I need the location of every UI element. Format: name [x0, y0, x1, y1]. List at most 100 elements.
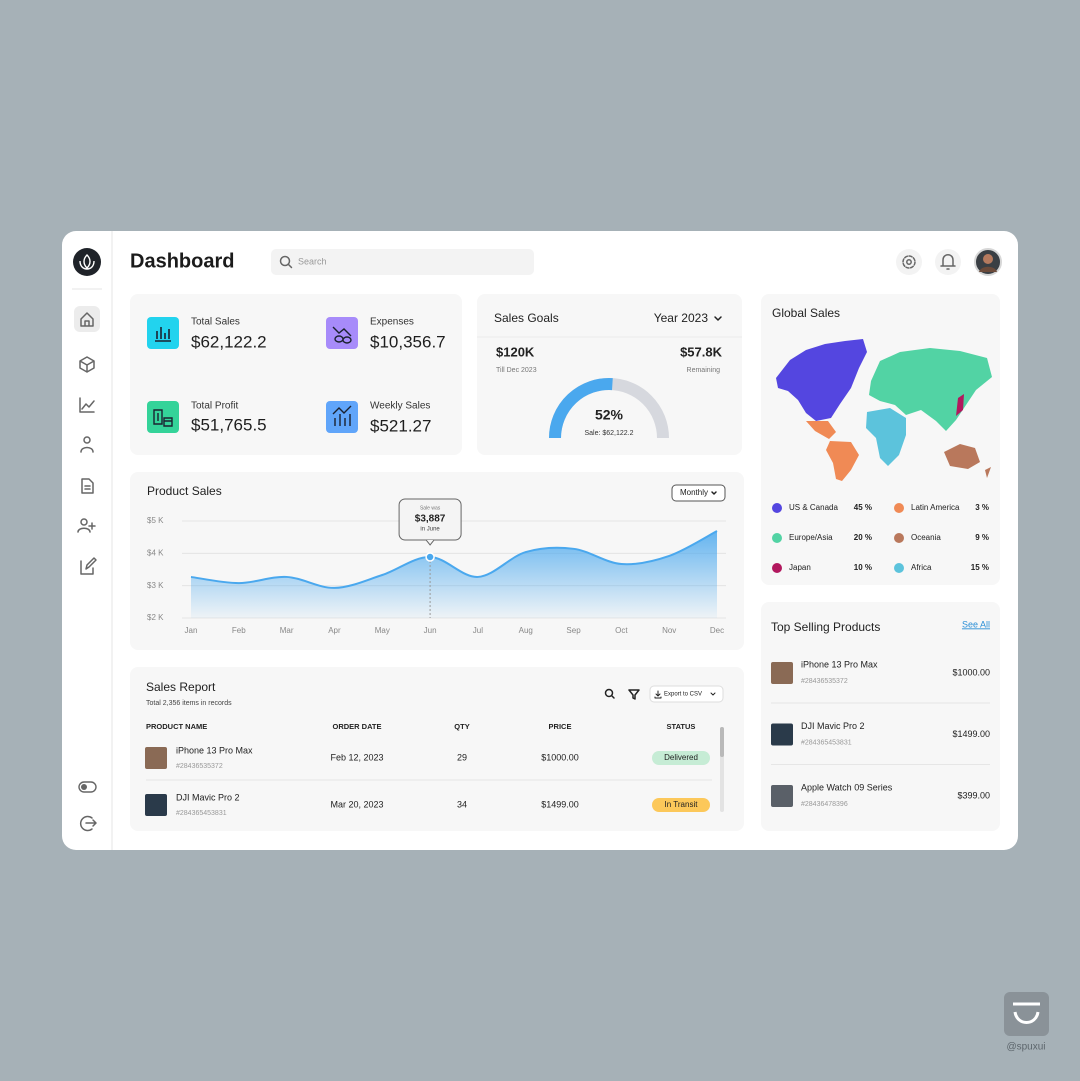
product-id: #28436478396	[801, 801, 848, 808]
line	[190, 530, 718, 589]
legend-share: 45 %	[854, 503, 872, 512]
product-id: #28436535372	[176, 763, 223, 770]
chart-title: Product Sales	[147, 484, 222, 498]
tooltip-value: $3,887	[415, 514, 446, 525]
nav-active-bg	[74, 306, 100, 332]
product-thumb	[771, 785, 793, 807]
logo[interactable]	[73, 248, 101, 276]
x-tick-label: Jun	[424, 626, 437, 635]
x-tick-label: Aug	[519, 626, 533, 635]
bell-icon	[940, 254, 956, 270]
export-button[interactable]	[649, 685, 724, 703]
price: $1499.00	[541, 799, 579, 809]
product-thumb	[771, 723, 793, 746]
stat-icon	[326, 317, 358, 349]
nav-edit[interactable]	[80, 557, 97, 575]
sales-report-panel	[130, 667, 744, 831]
legend-label: US & Canada	[789, 503, 838, 512]
stat-value: $51,765.5	[191, 415, 267, 434]
logo-mark	[79, 254, 95, 270]
world-map	[776, 339, 992, 481]
product-id: #28436535372	[801, 678, 848, 685]
status-pill	[652, 798, 710, 812]
legend-share: 20 %	[854, 533, 872, 542]
stat-value: $10,356.7	[370, 332, 446, 351]
settings-button[interactable]	[896, 249, 922, 275]
avatar-face	[983, 254, 993, 264]
product-price: $399.00	[957, 790, 990, 800]
nav-home[interactable]	[80, 312, 94, 327]
notifications-button[interactable]	[935, 249, 961, 275]
export-chevron	[710, 692, 716, 696]
status: In Transit	[665, 800, 699, 809]
product-name: DJI Mavic Pro 2	[176, 792, 240, 802]
product-thumb	[145, 794, 167, 816]
tooltip-month: in June	[420, 527, 440, 533]
legend-swatch	[894, 503, 904, 513]
map-region	[776, 339, 867, 421]
search-box[interactable]	[271, 249, 534, 275]
legend-swatch	[894, 563, 904, 573]
avatar-body	[979, 266, 997, 272]
watermark-glyph	[1013, 1002, 1040, 1024]
stat-label: Total Profit	[191, 401, 238, 412]
product-thumb	[145, 747, 167, 769]
region-legend: US & Canada 45 % Latin America 3 % Europe/As…	[772, 503, 989, 573]
column-header: PRICE	[549, 722, 572, 731]
page-title: Dashboard	[130, 250, 234, 272]
product-name: iPhone 13 Pro Max	[176, 745, 253, 755]
nav-products[interactable]	[79, 356, 95, 373]
panel-title: Sales Goals	[494, 311, 559, 325]
stat-label: Weekly Sales	[370, 401, 430, 412]
column-header: QTY	[454, 722, 469, 731]
map-region	[806, 421, 859, 481]
stat-icon	[326, 401, 358, 433]
filter-select[interactable]	[671, 484, 726, 502]
x-tick-label: Nov	[662, 626, 676, 635]
price: $1000.00	[541, 752, 579, 762]
nav-documents[interactable]	[81, 478, 94, 494]
table-filter[interactable]	[628, 689, 640, 700]
export-label: Export to CSV	[664, 692, 702, 698]
filter-label: Monthly	[680, 488, 708, 497]
x-tick-label: Sep	[566, 626, 581, 635]
period-select[interactable]: Year 2023	[654, 311, 709, 325]
goal-target: $120K	[496, 344, 535, 359]
legend-label: Oceania	[911, 533, 941, 542]
theme-toggle[interactable]	[78, 781, 97, 793]
export-icon	[654, 690, 662, 699]
nav-analytics[interactable]	[79, 397, 95, 413]
toggle-knob	[81, 784, 87, 790]
scroll-thumb[interactable]	[720, 727, 724, 757]
legend-swatch	[772, 503, 782, 513]
watermark-logo	[1004, 992, 1049, 1036]
x-tick-label: Mar	[280, 626, 294, 635]
legend-label: Latin America	[911, 503, 960, 512]
legend-label: Africa	[911, 563, 932, 572]
nav-users[interactable]	[77, 518, 96, 533]
nav-customers[interactable]	[80, 436, 94, 453]
product-name: Apple Watch 09 Series	[801, 782, 893, 792]
table-search[interactable]	[604, 688, 614, 698]
legend-label: Japan	[789, 563, 811, 572]
order-date: Mar 20, 2023	[330, 799, 383, 809]
y-tick-label: $5 K	[147, 516, 164, 525]
y-tick-label: $4 K	[147, 548, 164, 557]
stat-icon-glyph	[332, 326, 352, 344]
logout[interactable]	[79, 815, 97, 832]
legend-share: 3 %	[975, 503, 989, 512]
x-tick-label: Apr	[328, 626, 341, 635]
stat-icon	[147, 317, 179, 349]
status: Delivered	[664, 753, 698, 762]
gauge-percent: 52%	[595, 407, 624, 423]
see-all-link[interactable]: See All	[962, 619, 990, 629]
stat-icon	[147, 401, 179, 433]
search-icon-handle	[287, 263, 293, 269]
stat-value: $521.27	[370, 416, 431, 435]
settings-icon	[902, 255, 916, 269]
sales-goals-panel	[477, 294, 742, 455]
stat-label: Expenses	[370, 317, 414, 328]
gauge	[549, 378, 669, 439]
hover-point	[425, 552, 435, 562]
stat-value: $62,122.2	[191, 332, 267, 351]
